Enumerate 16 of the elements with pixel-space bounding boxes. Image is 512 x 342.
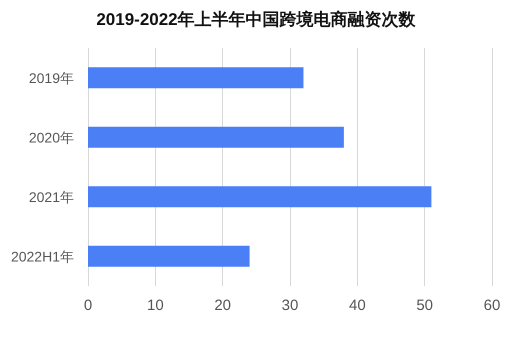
- bar: [88, 246, 250, 267]
- x-tick-label: 10: [146, 297, 164, 314]
- bar: [88, 186, 432, 208]
- bar: [88, 67, 304, 88]
- y-tick-label: 2022H1年: [10, 248, 74, 264]
- x-tick-label: 60: [484, 297, 500, 314]
- x-tick-label: 0: [84, 297, 92, 314]
- x-tick-label: 30: [282, 297, 298, 314]
- x-tick-label: 50: [416, 297, 434, 314]
- y-tick-label: 2020年: [28, 129, 74, 146]
- y-tick-label: 2021年: [28, 188, 74, 205]
- x-tick-label: 40: [348, 297, 366, 314]
- bar: [88, 126, 344, 148]
- y-tick-label: 2019年: [28, 70, 74, 86]
- x-tick-label: 20: [214, 297, 232, 314]
- chart-title: 2019-2022年上半年中国跨境电商融资次数: [96, 10, 417, 29]
